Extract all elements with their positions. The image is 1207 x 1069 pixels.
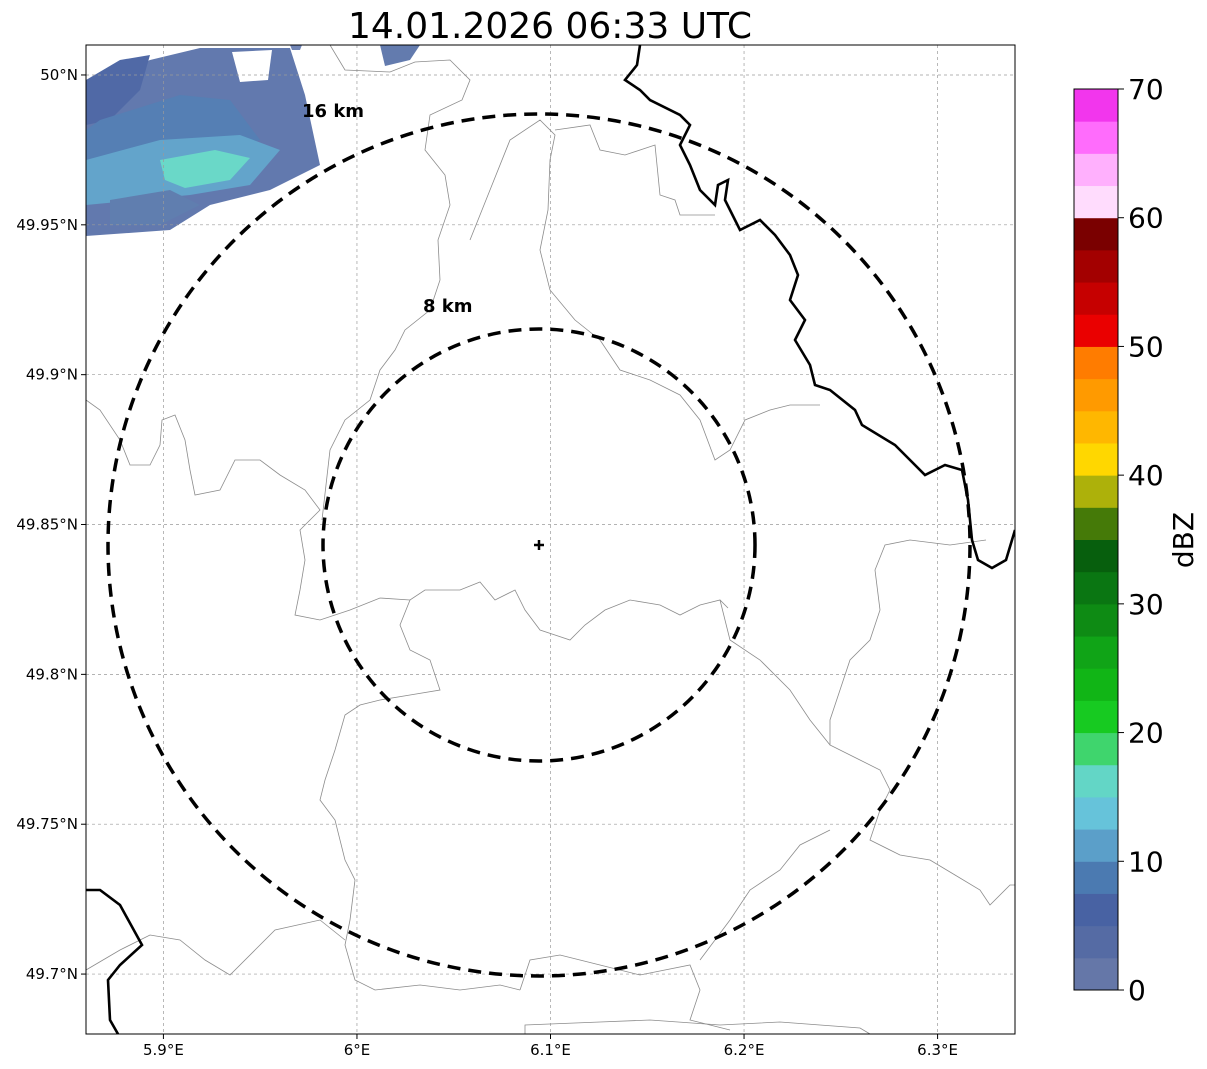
range-ring-16km (106, 112, 972, 978)
colorbar-swatch (1074, 732, 1118, 766)
latitude-tick-labels: 50°N 49.95°N 49.9°N 49.85°N 49.8°N 49.75°N 49.… (16, 66, 86, 983)
colorbar-swatch (1074, 571, 1118, 605)
colorbar-swatch (1074, 829, 1118, 862)
lat-tick-label: 49.9°N (26, 366, 78, 384)
colorbar-tick-label: 20 (1128, 717, 1164, 750)
lon-tick-label: 6.2°E (724, 1041, 765, 1059)
longitude-tick-labels: 5.9°E 6°E 6.1°E 6.2°E 6.3°E (143, 1034, 958, 1059)
colorbar-swatch (1074, 861, 1118, 894)
colorbar-swatch (1074, 410, 1118, 444)
lat-tick-label: 49.7°N (26, 965, 78, 983)
colorbar-swatch (1074, 957, 1118, 991)
radar-site-marker (534, 540, 544, 550)
lon-tick-label: 6°E (344, 1041, 371, 1059)
lat-tick-label: 49.75°N (16, 815, 78, 833)
colorbar-swatch (1074, 764, 1118, 798)
range-ring-8km (321, 327, 757, 763)
colorbar-swatch (1074, 925, 1118, 959)
colorbar-swatch (1074, 217, 1118, 251)
colorbar-swatch (1074, 636, 1118, 669)
colorbar-tick-label: 60 (1128, 202, 1164, 235)
colorbar-swatch (1074, 603, 1118, 637)
colorbar-swatch (1074, 378, 1118, 412)
colorbar-swatch (1074, 893, 1118, 927)
colorbar-swatch (1074, 185, 1118, 219)
lon-tick-label: 5.9°E (143, 1041, 184, 1059)
colorbar-tick-label: 40 (1128, 459, 1164, 492)
colorbar-swatch (1074, 442, 1118, 476)
map-area: 16 km 8 km (85, 44, 1016, 1035)
colorbar-swatch (1074, 249, 1118, 283)
lat-tick-label: 49.85°N (16, 516, 78, 534)
map-title: 14.01.2026 06:33 UTC (348, 6, 752, 47)
colorbar-swatch (1074, 153, 1118, 187)
reflectivity-echoes (86, 45, 420, 236)
range-ring-label-8km: 8 km (423, 296, 473, 317)
colorbar-swatch (1074, 346, 1118, 380)
lat-tick-label: 50°N (40, 66, 78, 84)
colorbar-swatch (1074, 507, 1118, 540)
colorbar-tick-label: 30 (1128, 588, 1164, 621)
gridlines (86, 45, 1015, 1034)
colorbar-swatch (1074, 700, 1118, 734)
colorbar-frame (1073, 88, 1119, 991)
colorbar-swatch (1074, 282, 1118, 315)
lon-tick-label: 6.3°E (917, 1041, 958, 1059)
colorbar-tick-label: 50 (1128, 330, 1164, 363)
colorbar-swatch (1074, 475, 1118, 508)
colorbar-swatch (1074, 796, 1118, 830)
colorbar-tick-label: 70 (1128, 73, 1164, 106)
colorbar-swatch (1074, 89, 1118, 122)
colorbar-swatch (1074, 121, 1118, 154)
colorbar: 0 10 20 30 40 50 60 70 dBZ (1073, 73, 1200, 1007)
colorbar-label: dBZ (1167, 512, 1200, 568)
lat-tick-label: 49.95°N (16, 216, 78, 234)
colorbar-swatch (1074, 668, 1118, 701)
lon-tick-label: 6.1°E (530, 1041, 571, 1059)
colorbar-swatch (1074, 539, 1118, 573)
colorbar-tick-labels: 0 10 20 30 40 50 60 70 (1118, 73, 1164, 1007)
colorbar-swatch (1074, 314, 1118, 347)
admin-boundaries (86, 45, 1015, 1034)
colorbar-tick-label: 10 (1128, 845, 1164, 878)
colorbar-tick-label: 0 (1128, 974, 1146, 1007)
range-ring-label-16km: 16 km (302, 101, 364, 122)
colorbar-swatches (1074, 89, 1118, 991)
lat-tick-label: 49.8°N (26, 665, 78, 683)
range-rings (106, 112, 972, 978)
